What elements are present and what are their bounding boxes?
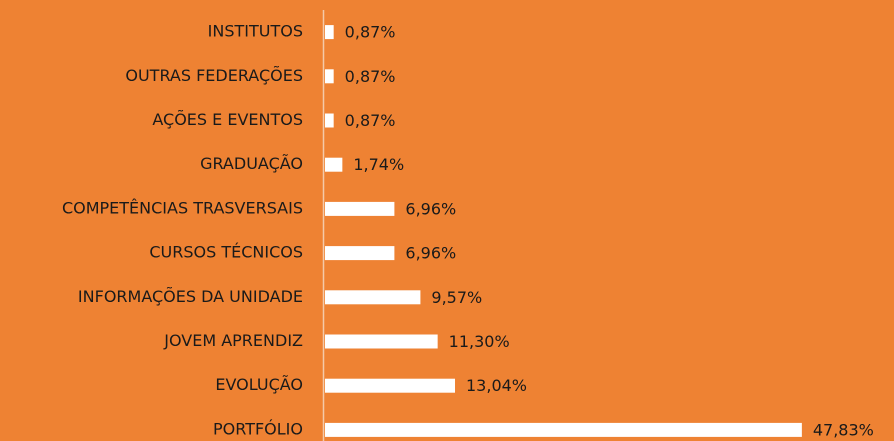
y-tick-label: GRADUAÇÃO (200, 154, 303, 173)
y-tick-label: JOVEM APRENDIZ (163, 331, 303, 350)
bar (325, 113, 334, 128)
bar (325, 422, 802, 437)
data-label: 1,74% (353, 155, 404, 174)
bar (325, 157, 343, 172)
data-label: 47,83% (813, 420, 874, 439)
data-label: 0,87% (345, 67, 396, 86)
data-label: 0,87% (345, 111, 396, 130)
y-tick-label: AÇÕES E EVENTOS (152, 110, 303, 129)
bar (325, 25, 334, 40)
y-tick-label: CURSOS TÉCNICOS (149, 243, 303, 262)
bar (325, 378, 456, 393)
bar (325, 201, 395, 216)
data-label: 6,96% (405, 199, 456, 218)
y-tick-label: INSTITUTOS (208, 22, 303, 41)
data-label: 0,87% (345, 23, 396, 42)
y-tick-label: OUTRAS FEDERAÇÕES (125, 66, 303, 85)
bar (325, 246, 395, 261)
data-label: 6,96% (405, 244, 456, 263)
data-label: 13,04% (466, 376, 527, 395)
bar (325, 69, 334, 84)
bar (325, 290, 421, 305)
data-label: 9,57% (431, 288, 482, 307)
bar (325, 334, 438, 349)
y-tick-label: PORTFÓLIO (213, 419, 303, 438)
y-tick-label: COMPETÊNCIAS TRASVERSAIS (62, 198, 303, 217)
data-label: 11,30% (449, 332, 510, 351)
y-tick-label: EVOLUÇÃO (215, 375, 303, 394)
y-tick-label: INFORMAÇÕES DA UNIDADE (78, 287, 303, 306)
